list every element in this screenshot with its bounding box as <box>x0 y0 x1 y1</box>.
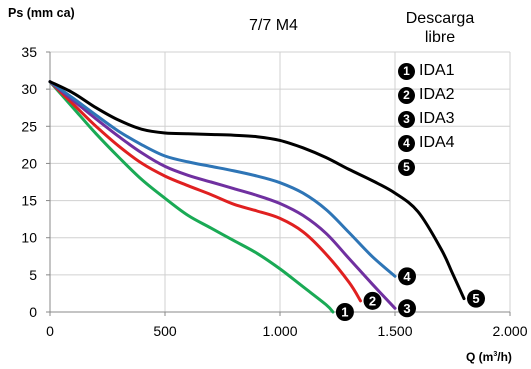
x-axis-label: Q (m3/h) <box>466 350 512 364</box>
x-tick-label: 500 <box>153 323 177 339</box>
x-axis-label-main: Q (m <box>466 350 494 364</box>
y-tick-label: 25 <box>21 118 37 134</box>
y-tick-label: 0 <box>29 304 37 320</box>
legend-badge-5: 5 <box>398 158 415 176</box>
y-axis-label: Ps (mm ca) <box>8 6 75 20</box>
series-end-marker-label-2: 2 <box>369 293 376 308</box>
free-discharge-line-1: Descarga <box>405 10 475 27</box>
series-end-marker-1 <box>335 303 354 321</box>
y-tick-label: 5 <box>29 267 37 283</box>
series-end-marker-label-5: 5 <box>472 291 479 306</box>
x-tick-label: 1.500 <box>377 323 412 339</box>
legend-badge-4: 4 <box>398 134 415 152</box>
series-line-2 <box>48 80 362 303</box>
legend-item-ida2: 2 IDA2 <box>398 83 455 107</box>
series-end-marker-5 <box>467 289 485 308</box>
legend-badge-2: 2 <box>398 86 415 104</box>
legend-label-ida4: IDA4 <box>419 134 455 151</box>
x-tick-label: 2.000 <box>492 323 527 339</box>
x-tick-label: 1.000 <box>262 323 297 339</box>
series-line-1 <box>48 80 335 314</box>
legend-item-free-discharge: 5 <box>398 155 455 179</box>
legend-label-ida3: IDA3 <box>419 110 455 127</box>
x-axis-label-exponent: 3 <box>493 351 498 358</box>
legend: 1 IDA1 2 IDA2 3 IDA3 4 IDA4 5 <box>398 59 455 179</box>
y-tick-label: 15 <box>21 193 37 209</box>
legend-label-ida1: IDA1 <box>419 62 455 79</box>
x-axis-label-tail: /h) <box>497 350 512 364</box>
legend-badge-1: 1 <box>398 62 415 80</box>
free-discharge-label: Descarga libre <box>380 9 500 47</box>
y-tick-label: 30 <box>21 81 37 97</box>
y-tick-label: 20 <box>21 155 37 171</box>
series-end-marker-4 <box>398 267 416 286</box>
series-end-marker-label-4: 4 <box>403 269 411 284</box>
series-line-3 <box>48 80 397 310</box>
series-end-marker-label-3: 3 <box>403 301 410 316</box>
y-tick-label: 10 <box>21 230 37 246</box>
free-discharge-line-2: libre <box>424 29 456 46</box>
series-end-marker-label-1: 1 <box>341 305 348 320</box>
series-end-marker-3 <box>398 299 416 318</box>
legend-item-ida3: 3 IDA3 <box>398 107 455 131</box>
x-tick-label: 0 <box>46 323 54 339</box>
series-line-5 <box>48 80 466 301</box>
chart-title: 7/7 M4 <box>249 17 298 34</box>
legend-item-ida4: 4 IDA4 <box>398 131 455 155</box>
y-tick-label: 35 <box>21 44 37 60</box>
legend-label-ida2: IDA2 <box>419 86 455 103</box>
series-end-marker-2 <box>363 291 382 310</box>
series-line-4 <box>48 80 397 278</box>
legend-item-ida1: 1 IDA1 <box>398 59 455 83</box>
legend-badge-3: 3 <box>398 110 415 128</box>
